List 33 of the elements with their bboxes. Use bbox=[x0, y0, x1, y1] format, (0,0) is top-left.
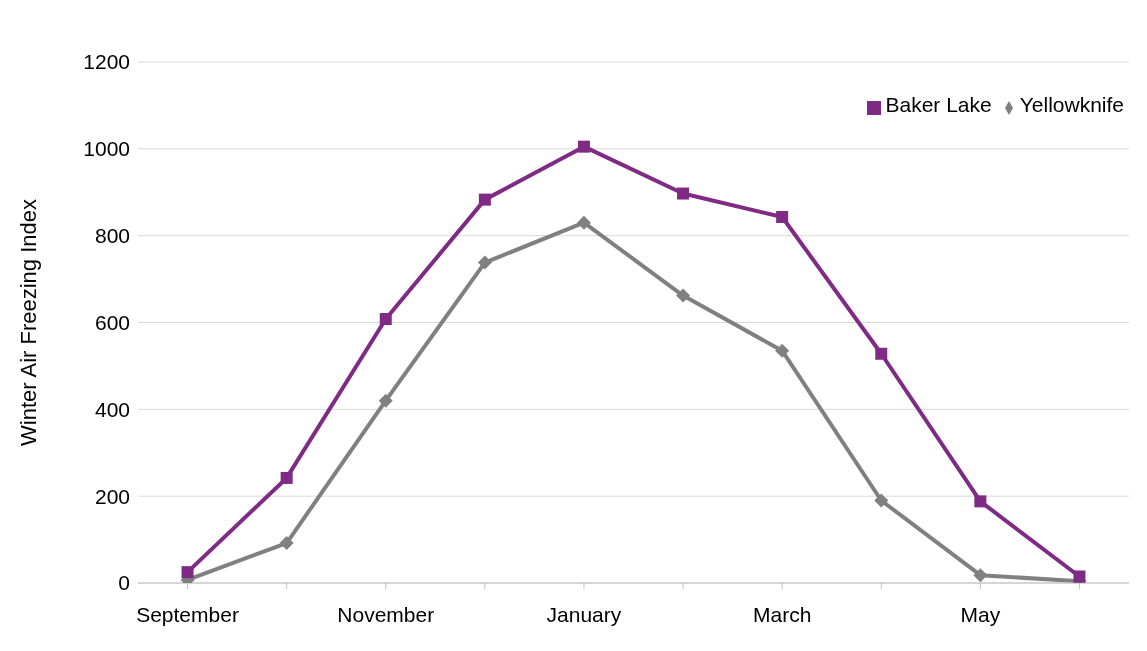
y-tick-label: 200 bbox=[94, 484, 130, 508]
point bbox=[677, 187, 690, 200]
x-tick-label: March bbox=[752, 602, 812, 626]
point bbox=[775, 343, 790, 358]
x-tick-label: November bbox=[337, 602, 435, 626]
y-tick-label: 1200 bbox=[83, 50, 130, 74]
point bbox=[379, 313, 392, 326]
x-tick-label: September bbox=[136, 602, 239, 626]
point bbox=[181, 566, 194, 579]
y-tick-label: 600 bbox=[94, 310, 130, 334]
point bbox=[1073, 570, 1086, 583]
point bbox=[974, 495, 987, 508]
y-tick-label: 400 bbox=[94, 397, 130, 421]
point bbox=[776, 211, 789, 223]
point bbox=[676, 288, 691, 303]
point bbox=[577, 140, 590, 153]
y-tick-label: 0 bbox=[118, 571, 130, 595]
y-axis-title: Winter Air Freezing Index bbox=[15, 199, 41, 446]
y-tick-label: 800 bbox=[94, 224, 130, 248]
x-tick-label: January bbox=[546, 602, 622, 626]
point bbox=[576, 215, 591, 230]
point bbox=[874, 493, 889, 508]
y-tick-label: 1000 bbox=[83, 137, 130, 161]
point bbox=[875, 347, 888, 360]
point bbox=[477, 255, 492, 270]
point bbox=[280, 471, 293, 484]
point bbox=[973, 568, 988, 583]
point bbox=[478, 193, 491, 206]
point bbox=[279, 536, 294, 551]
legend-label: Baker Lake bbox=[885, 93, 992, 116]
point bbox=[378, 393, 393, 408]
legend-label: Yellowknife bbox=[1019, 93, 1124, 116]
x-tick-label: May bbox=[960, 602, 1001, 626]
